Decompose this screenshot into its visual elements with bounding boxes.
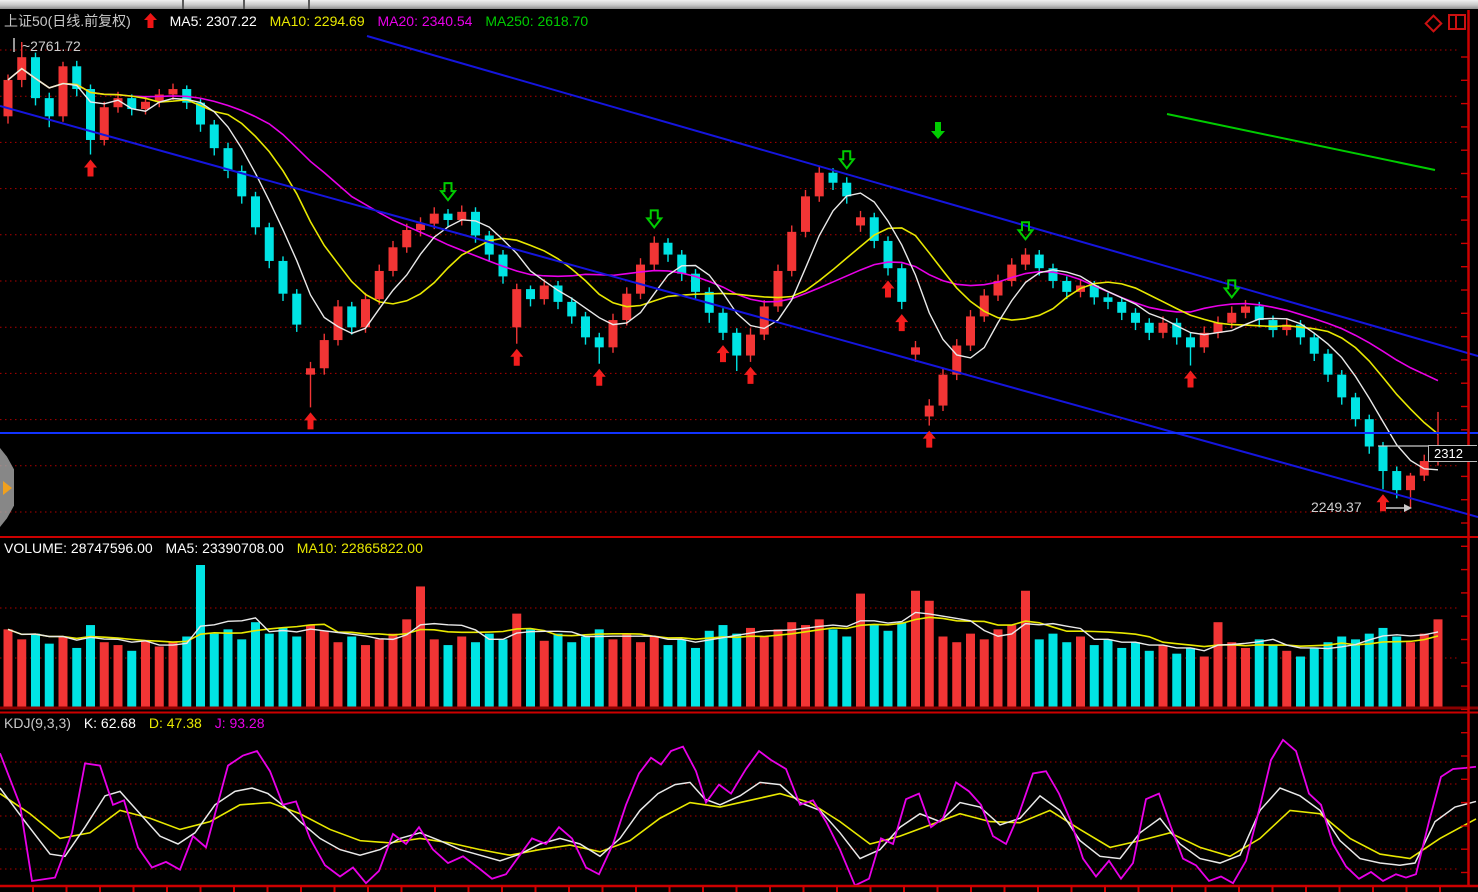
volume-ma10-value: MA10: 22865822.00 (296, 540, 423, 556)
buy-signal-arrow (895, 314, 909, 332)
split-window-divider (1455, 16, 1457, 28)
main-pane-header: 上证50(日线.前复权) MA5: 2307.22 MA10: 2294.69 … (4, 11, 597, 31)
kdj-lines (0, 738, 1477, 887)
buy-signal-arrow (1184, 370, 1197, 388)
sell-signal-arrow-solid (931, 122, 945, 139)
buy-signal-arrow (1376, 494, 1390, 512)
volume-bars (3, 565, 1443, 708)
sell-signal-arrow-hollow (1222, 279, 1241, 300)
ma10-value: MA10: 2294.69 (269, 13, 365, 29)
sell-signal-arrow-hollow (438, 182, 458, 202)
split-window-icon[interactable] (1448, 14, 1466, 30)
volume-pane-header: VOLUME: 28747596.00 MA5: 23390708.00 MA1… (4, 540, 432, 556)
kdj-k-value: K: 62.68 (83, 715, 136, 731)
buy-signal-arrow (744, 366, 757, 384)
frame (0, 10, 1478, 892)
buy-signal-arrow (304, 412, 317, 430)
volume-ma5-value: MA5: 23390708.00 (165, 540, 284, 556)
kdj-pane-header: KDJ(9,3,3) K: 62.68 D: 47.38 J: 93.28 (4, 715, 274, 731)
sell-signal-arrow-hollow (1016, 221, 1035, 241)
buy-signal-arrow (922, 430, 936, 448)
buy-signal-arrow (716, 345, 730, 363)
toolbar-notch (243, 0, 245, 9)
ma250-value: MA250: 2618.70 (485, 13, 589, 29)
toolbar-notch (182, 0, 184, 9)
up-arrow-icon (143, 13, 157, 31)
price-markers (13, 38, 1428, 512)
gridlines (0, 49, 1460, 870)
buy-signal-arrow (592, 368, 606, 386)
volume-value: VOLUME: 28747596.00 (4, 540, 153, 556)
sell-signal-arrow-hollow (645, 209, 664, 230)
buy-signal-arrow (84, 159, 97, 177)
buy-signal-arrow (510, 348, 524, 366)
low-pointer-arrowhead (1404, 504, 1412, 512)
symbol-title: 上证50(日线.前复权) (4, 13, 131, 29)
kdj-d-value: D: 47.38 (148, 715, 202, 731)
ma-lines (7, 67, 1439, 471)
trend-lines (0, 35, 1478, 518)
sell-signal-arrow-hollow (837, 150, 856, 170)
ma20-value: MA20: 2340.54 (377, 13, 473, 29)
low-price-label: 2249.37 (1311, 499, 1362, 515)
toolbar-bottom-strip (0, 0, 1478, 9)
last-price-badge: 2312 (1428, 445, 1477, 462)
kdj-j-value: J: 93.28 (214, 715, 265, 731)
expand-triangle-icon[interactable] (3, 481, 12, 495)
high-price-label: ~2761.72 (22, 38, 81, 54)
ma5-value: MA5: 2307.22 (169, 13, 257, 29)
toolbar-notch (308, 0, 310, 9)
buy-signal-arrow (881, 280, 895, 298)
kdj-title: KDJ(9,3,3) (4, 715, 71, 731)
signal-arrows (84, 122, 1390, 512)
